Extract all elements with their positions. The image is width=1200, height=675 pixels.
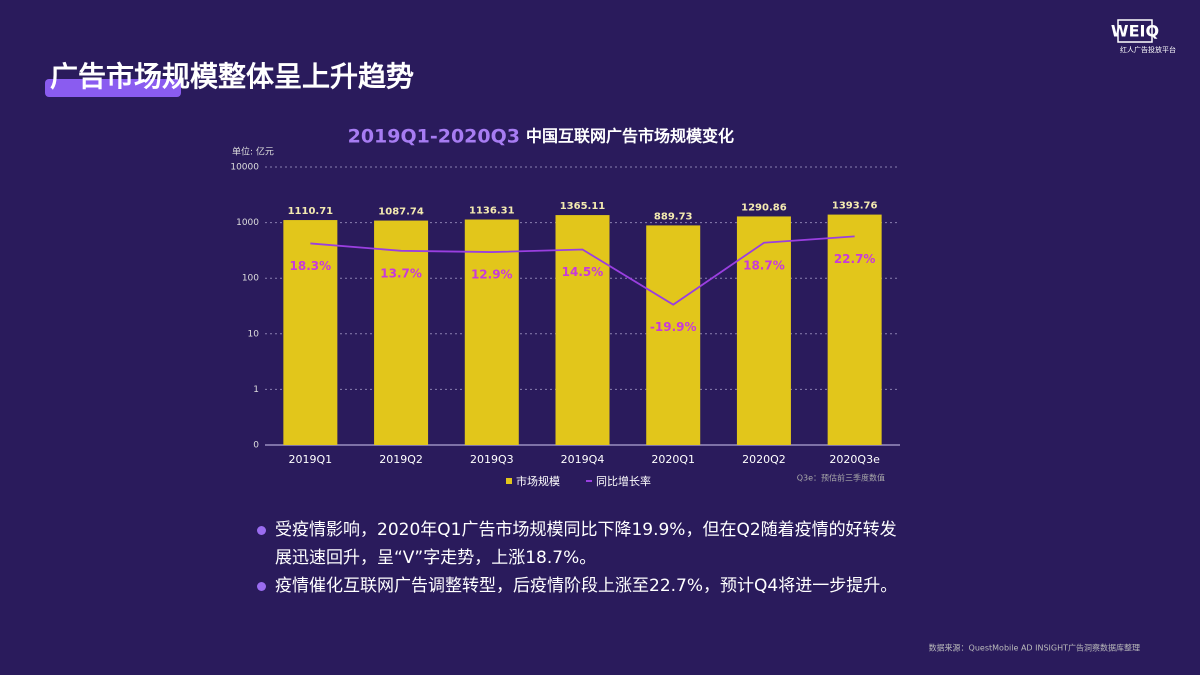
bar-value-label: 1136.31 <box>469 206 515 217</box>
y-tick-label: 10 <box>248 329 260 339</box>
chart-title-period: 2019Q1-2020Q3 <box>348 126 520 148</box>
bar-value-label: 1087.74 <box>378 207 424 218</box>
slide-title: 广告市场规模整体呈上升趋势 <box>50 60 414 93</box>
legend-label: 市场规模 <box>516 474 560 488</box>
y-tick-label: 1 <box>253 385 259 395</box>
line-value-label: -19.9% <box>650 320 697 334</box>
bar-value-label: 1365.11 <box>560 201 606 212</box>
bullet: 受疫情影响，2020年Q1广告市场规模同比下降19.9%，但在Q2随着疫情的好转… <box>255 516 905 572</box>
bar-value-label: 1110.71 <box>288 206 334 217</box>
note: Q3e：预估前三季度数值 <box>797 473 885 483</box>
y-tick-label: 1000 <box>236 218 259 228</box>
x-tick-label: 2019Q2 <box>379 453 423 466</box>
bar <box>827 214 882 445</box>
bar-value-label: 1290.86 <box>741 202 787 213</box>
x-tick-label: 2019Q4 <box>561 453 605 466</box>
source: 数据来源：QuestMobile AD INSIGHT广告洞察数据库整理 <box>929 643 1140 653</box>
logo: WEIQ <box>1111 22 1159 41</box>
x-tick-label: 2020Q2 <box>742 453 786 466</box>
bullet: 疫情催化互联网广告调整转型，后疫情阶段上涨至22.7%，预计Q4将进一步提升。 <box>255 572 905 600</box>
logo-box <box>1117 19 1153 43</box>
line-value-label: 14.5% <box>562 265 604 279</box>
x-tick-label: 2020Q3e <box>829 453 880 466</box>
line-value-label: 12.9% <box>471 268 513 282</box>
bar-value-label: 889.73 <box>654 211 693 222</box>
y-tick-label: 10000 <box>230 163 259 173</box>
bar <box>464 219 519 445</box>
line-value-label: 18.7% <box>743 258 785 272</box>
bar <box>283 220 338 445</box>
x-tick-label: 2020Q1 <box>651 453 695 466</box>
bar <box>736 216 791 445</box>
line-value-label: 13.7% <box>380 266 422 280</box>
title-highlight <box>45 79 181 97</box>
line-value-label: 18.3% <box>290 259 332 273</box>
legend-swatch <box>506 478 512 484</box>
line-value-label: 22.7% <box>834 252 876 266</box>
bar-value-label: 1393.76 <box>832 201 878 212</box>
y-tick-label: 0 <box>253 441 259 451</box>
chart-title: 中国互联网广告市场规模变化 <box>526 127 734 146</box>
x-tick-label: 2019Q3 <box>470 453 514 466</box>
x-tick-label: 2019Q1 <box>289 453 333 466</box>
line <box>310 235 855 306</box>
bar <box>646 225 701 445</box>
logo-subtitle: 红人广告投放平台 <box>1120 45 1176 54</box>
legend-label: 同比增长率 <box>596 474 651 488</box>
bullets: 受疫情影响，2020年Q1广告市场规模同比下降19.9%，但在Q2随着疫情的好转… <box>255 516 905 600</box>
y-tick-label: 100 <box>242 274 259 284</box>
bar <box>374 220 429 445</box>
bar <box>555 215 610 445</box>
y-axis-label: 单位: 亿元 <box>232 146 274 158</box>
